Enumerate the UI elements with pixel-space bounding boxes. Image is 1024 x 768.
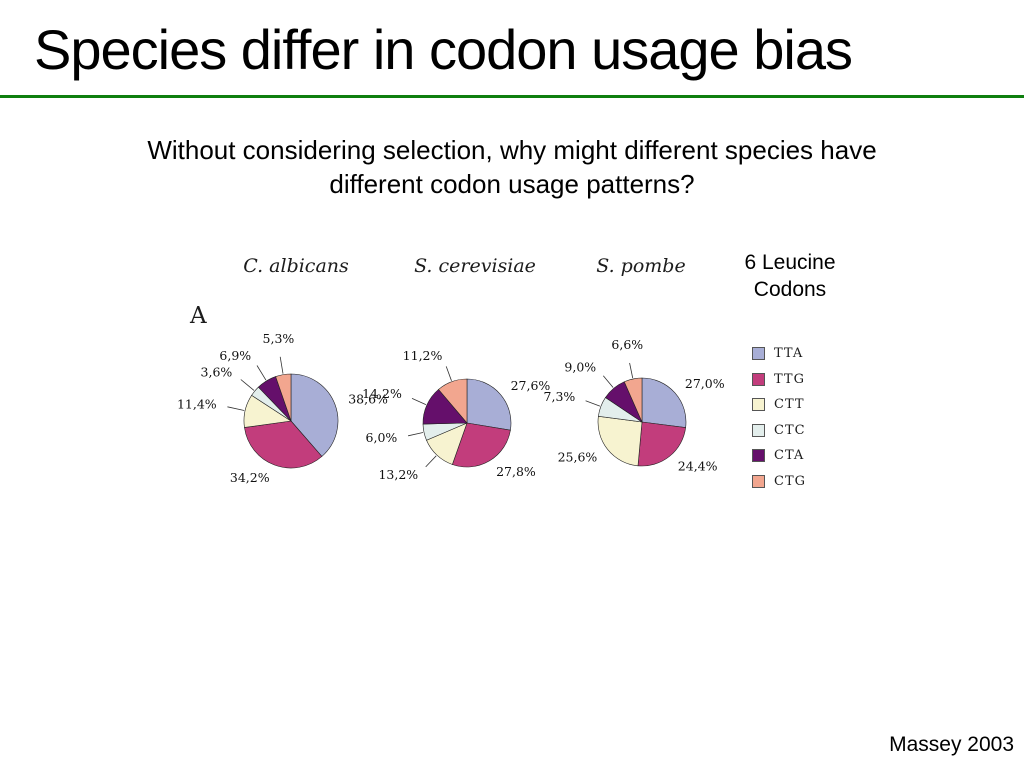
legend-item-ttg: TTG [752,367,806,393]
pie-slice-ctt [597,415,643,467]
pie-percent-label-ctg: 6,6% [611,337,643,352]
pie-slice-tta [290,373,339,457]
legend-item-ctc: CTC [752,418,806,444]
pie-percent-label-tta: 38,6% [348,392,388,407]
pie-percent-label-ctt: 11,4% [177,396,217,411]
legend-swatch-tta [752,347,765,361]
pie-slice-ctg [275,373,292,422]
pie-percent-label-ctc: 7,3% [544,389,576,404]
label-leader-line [408,432,424,437]
question-line-2: different codon usage patterns? [329,169,695,199]
pie-slice-ttg [451,422,511,468]
pie-chart-s-cerevisiae: 27,6% 27,8% 13,2% 6,0% 14,2% 11,2% [347,318,587,528]
label-leader-line [240,379,255,391]
pie-percent-label-cta: 9,0% [564,359,596,374]
pie-percent-label-tta: 27,0% [685,376,725,391]
legend-swatch-ctg [752,474,765,488]
legend-item-ctg: CTG [752,469,806,495]
pie-percent-label-ttg: 24,4% [678,459,718,474]
legend-title-line-2: Codons [753,278,827,301]
question-line-1: Without considering selection, why might… [147,135,877,165]
pie-svg: 27,0% 24,4% 25,6% 7,3% 9,0% 6,6% [544,337,725,474]
pie-percent-label-ctc: 6,0% [366,430,398,445]
pie-percent-label-cta: 6,9% [219,348,251,363]
legend-swatch-ttg [752,372,765,386]
label-leader-line [445,366,452,381]
pie-svg: 38,6% 34,2% 11,4% 3,6% 6,9% 5,3% [177,331,388,485]
pie-title-s-cerevisiae: S. cerevisiae [414,255,536,277]
label-leader-line [227,406,245,411]
pie-svg: 27,6% 27,8% 13,2% 6,0% 14,2% 11,2% [362,348,551,482]
citation: Massey 2003 [889,733,1014,756]
legend-label-tta: TTA [774,346,804,362]
label-leader-line [629,362,634,379]
legend-label-ttg: TTG [774,371,805,387]
pie-legend: TTA TTG CTT CTC CTA CTG [752,341,806,494]
legend-swatch-cta [752,449,765,463]
label-leader-line [585,400,601,407]
legend-label-ctc: CTC [774,422,806,438]
title-divider [0,95,1024,98]
pie-slice-tta [641,377,687,428]
legend-title-line-1: 6 Leucine [744,251,836,274]
label-leader-line [256,365,267,381]
pie-percent-label-ctt: 25,6% [558,450,598,465]
pie-slice-tta [466,378,512,431]
legend-swatch-ctt [752,398,765,412]
label-leader-line [602,375,614,388]
legend-label-ctg: CTG [774,473,807,489]
pie-slice-ttg [637,421,686,467]
pie-title-s-pombe: S. pombe [596,255,686,277]
legend-label-cta: CTA [774,448,805,464]
legend-item-tta: TTA [752,341,806,367]
legend-item-cta: CTA [752,443,806,469]
label-leader-line [411,398,427,405]
pie-percent-label-ctt: 13,2% [378,467,418,482]
pie-slice-ctg [438,378,468,424]
panel-label: A [190,303,207,329]
legend-label-ctt: CTT [774,397,805,413]
pie-percent-label-ttg: 27,8% [496,464,536,479]
legend-swatch-ctc [752,423,765,437]
pie-slice-ttg [244,420,323,469]
pie-title-c-albicans: C. albicans [243,255,349,277]
page-title: Species differ in codon usage bias [34,18,853,81]
pie-percent-label-ttg: 34,2% [230,470,270,485]
legend-item-ctt: CTT [752,392,806,418]
legend-title: 6 Leucine Codons [715,249,865,303]
pie-percent-label-ctg: 11,2% [403,348,443,363]
pie-chart-c-albicans: 38,6% 34,2% 11,4% 3,6% 6,9% 5,3% [171,316,411,526]
pie-percent-label-ctc: 3,6% [201,365,233,380]
question-text: Without considering selection, why might… [0,133,1024,201]
label-leader-line [279,356,284,374]
pie-chart-s-pombe: 27,0% 24,4% 25,6% 7,3% 9,0% 6,6% [522,317,762,527]
pie-percent-label-cta: 14,2% [362,386,402,401]
pie-slice-ctg [623,377,643,423]
pie-percent-label-tta: 27,6% [511,378,551,393]
label-leader-line [425,455,437,468]
pie-percent-label-ctg: 5,3% [263,331,295,346]
